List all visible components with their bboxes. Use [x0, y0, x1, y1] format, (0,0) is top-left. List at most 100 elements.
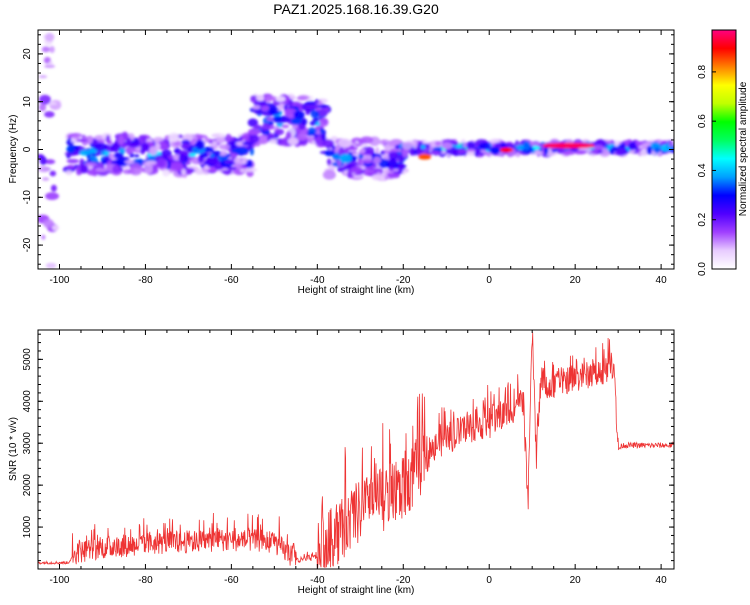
spectrogram-cell: [64, 152, 78, 156]
spectrogram-cell: [269, 139, 278, 144]
spectrogram-cell: [41, 177, 50, 181]
spectrogram-cell: [388, 151, 400, 160]
spectrogram-cell: [49, 46, 55, 54]
spectrogram-cell: [388, 157, 398, 168]
spectrogram-cell: [247, 118, 259, 127]
spectrogram-image: [38, 30, 674, 269]
spectrogram-cell: [38, 75, 48, 79]
spectrogram-cell: [281, 117, 291, 123]
colorbar-tick-label: 0.8: [697, 64, 708, 78]
spectrogram-cell: [611, 146, 618, 152]
spectrogram-cell: [290, 117, 302, 125]
spectrogram-cell: [264, 96, 279, 101]
snr-y-label: SNR (10 * v/v): [8, 417, 19, 481]
spectrogram-cell: [72, 135, 80, 140]
spectrogram-y-tick-label: 0: [22, 146, 33, 152]
spectrogram-cell: [307, 127, 317, 135]
spectrogram-cell: [180, 143, 191, 149]
snr-y-tick-label: 2000: [22, 474, 33, 497]
spectrogram-cell: [84, 162, 98, 166]
spectrogram-cell: [224, 160, 235, 164]
spectrogram-cell: [208, 140, 213, 144]
colorbar-frame: [711, 29, 737, 270]
spectrogram-cell: [244, 167, 258, 172]
spectrogram-cell: [272, 116, 283, 122]
spectrogram-cell: [319, 127, 324, 134]
spectrogram-cell: [39, 156, 47, 166]
spectrogram-cell: [373, 156, 382, 164]
spectrogram-cell: [249, 147, 255, 156]
snr-x-tick-label: 0: [486, 575, 492, 586]
snr-y-tick-label: 4000: [22, 390, 33, 413]
spectrogram-cell: [203, 166, 210, 170]
spectrogram-cell: [339, 153, 352, 164]
spectrogram-cell: [66, 158, 80, 164]
spectrogram-cell: [38, 103, 47, 112]
spectrogram-cell: [256, 134, 270, 145]
spectrogram-cell: [287, 137, 299, 146]
spectrogram-cell: [66, 145, 75, 154]
spectrogram-cell: [615, 148, 627, 156]
spectrogram-cell: [218, 144, 231, 150]
spectrogram-cell: [52, 224, 60, 231]
spectrogram-cell: [305, 105, 317, 109]
spectrogram-cell: [646, 145, 652, 155]
spectrogram-cell: [397, 163, 406, 171]
spectrogram-cell: [314, 98, 319, 104]
spectrogram-cell: [441, 142, 453, 150]
spectrogram-cell: [598, 149, 603, 154]
spectrogram-cell: [420, 144, 426, 150]
spectrogram-cell: [301, 118, 308, 126]
spectrogram-cell: [401, 147, 409, 158]
spectrogram-cell: [205, 156, 220, 165]
spectrogram-cell: [360, 159, 374, 164]
spectrogram-cell: [178, 154, 187, 163]
spectrogram-cell: [250, 95, 258, 103]
spectrogram-cell: [409, 147, 415, 156]
spectrogram-cell: [184, 168, 193, 175]
spectrogram-cell: [169, 162, 184, 172]
spectrogram-cell: [261, 104, 269, 112]
spectrogram-cell: [41, 234, 46, 240]
spectrogram-cell: [65, 170, 73, 176]
spectrogram-cell: [199, 151, 208, 159]
spectrogram-cell: [359, 148, 366, 153]
spectrogram-cell: [181, 168, 186, 175]
snr-ticks: -100 -80 -60 -40 -20 0 20 40 1000 2000 3000 4000 500…: [22, 330, 674, 586]
spectrogram-cell: [601, 147, 608, 156]
spectrogram-cell: [429, 150, 441, 155]
spectrogram-cell: [38, 165, 51, 173]
snr-y-tick-label: 5000: [22, 348, 33, 371]
spectrogram-cell: [293, 110, 305, 120]
spectrogram-cell: [285, 131, 292, 139]
spectrogram-cell: [125, 146, 135, 154]
snr-frame: [37, 329, 675, 570]
spectrogram-cell: [386, 173, 393, 177]
spectrogram-cell: [434, 141, 442, 146]
spectrogram-cell: [319, 117, 329, 127]
spectrogram-cell: [344, 146, 359, 151]
spectrogram-cell: [668, 140, 674, 147]
spectrogram-cell: [295, 126, 309, 136]
spectrogram-cell: [388, 166, 394, 172]
spectrogram-cell: [322, 139, 335, 148]
spectrogram-cell: [168, 132, 179, 143]
spectrogram-cell: [653, 147, 661, 154]
snr-x-tick-label: 20: [570, 575, 582, 586]
spectrogram-cell: [522, 141, 531, 151]
spectrogram-cell: [129, 152, 135, 158]
spectrogram-cell: [38, 94, 51, 105]
spectrogram-cell: [66, 164, 75, 169]
spectrogram-y-label: Frequency (Hz): [8, 115, 19, 184]
spectrogram-cell: [614, 140, 619, 147]
spectrogram-cell: [279, 102, 284, 111]
spectrogram-cell: [500, 147, 513, 152]
spectrogram-x-label: Height of straight line (km): [298, 285, 415, 296]
spectrogram-cell: [181, 139, 191, 146]
spectrogram-cell: [321, 133, 327, 141]
spectrogram-cell: [80, 164, 89, 174]
spectrogram-cell: [83, 150, 93, 155]
spectrogram-cell: [221, 169, 233, 174]
spectrogram-cell: [157, 158, 167, 169]
colorbar-gradient: [712, 30, 736, 269]
